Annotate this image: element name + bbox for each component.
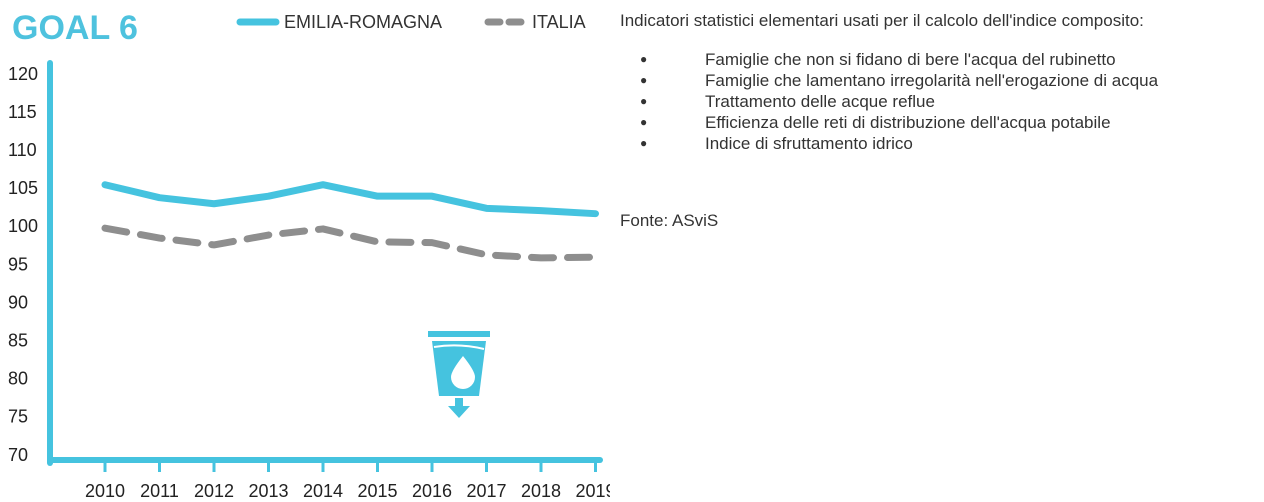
legend-label: ITALIA [532,12,586,32]
x-tick-label: 2012 [194,481,234,501]
x-tick-label: 2015 [357,481,397,501]
series-line [101,181,599,218]
x-tick-label: 2016 [412,481,452,501]
x-tick-label: 2013 [248,481,288,501]
y-tick-label: 105 [8,178,38,198]
indicator: Efficienza delle reti di distribuzione d… [620,112,1245,133]
water-icon [428,331,490,418]
description: Indicatori statistici elementari usati p… [620,10,1245,231]
y-tick-label: 120 [8,64,38,84]
y-tick-label: 100 [8,216,38,236]
y-tick-label: 85 [8,330,28,350]
indicator-list: Famiglie che non si fidano di bere l'acq… [620,49,1245,154]
chart: GOAL 6 70 75 80 85 90 95 100 105 110 115 120 2010 20… [8,9,610,501]
y-tick-label: 110 [8,140,37,160]
x-tick-label: 2019 [575,481,610,501]
x-tick-label: 2017 [466,481,506,501]
y-tick-label: 75 [8,407,28,427]
indicator: Trattamento delle acque reflue [620,91,1245,112]
y-tick-label: 115 [8,102,37,122]
chart-title: GOAL 6 [12,9,138,47]
legend-label: EMILIA-ROMAGNA [284,12,442,32]
indicator: Famiglie che lamentano irregolarità nell… [620,70,1245,91]
intro: Indicatori statistici elementari usati p… [620,11,1144,30]
x-tick-label: 2014 [303,481,343,501]
y-tick-label: 70 [8,445,28,465]
x-tick-label: 2011 [140,481,179,501]
y-tick-label: 95 [8,254,28,274]
x-tick-label: 2010 [85,481,125,501]
series-line [101,224,599,262]
indicator: Famiglie che non si fidano di bere l'acq… [620,49,1245,70]
source: Fonte: ASviS [620,211,719,230]
y-tick-label: 90 [8,292,28,312]
indicator: Indice di sfruttamento idrico [620,133,1245,154]
x-tick-label: 2018 [521,481,561,501]
y-tick-label: 80 [8,369,28,389]
